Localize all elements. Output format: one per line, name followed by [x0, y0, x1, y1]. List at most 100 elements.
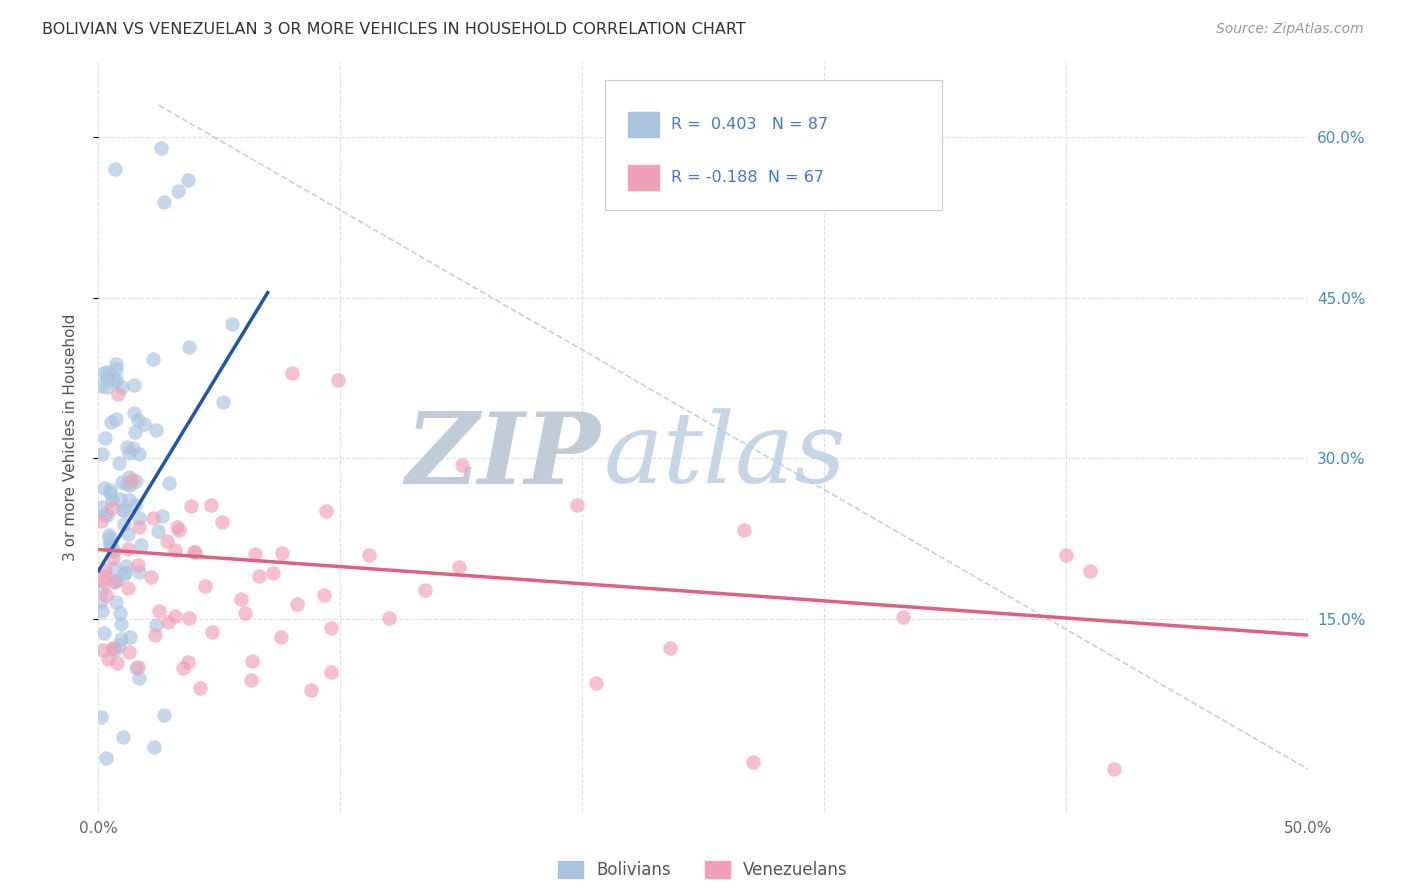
Point — [733, 524, 755, 538]
Point — [118, 470, 141, 484]
Point — [128, 672, 150, 686]
Point — [124, 378, 146, 392]
Point — [98, 531, 121, 545]
Point — [112, 503, 135, 517]
Point — [211, 395, 233, 409]
Point — [100, 541, 122, 556]
Point — [118, 630, 141, 644]
Point — [118, 446, 141, 460]
Point — [146, 524, 169, 538]
Point — [117, 476, 139, 491]
Point — [105, 411, 128, 425]
Point — [128, 520, 150, 534]
Point — [891, 610, 914, 624]
Text: BOLIVIAN VS VENEZUELAN 3 OR MORE VEHICLES IN HOUSEHOLD CORRELATION CHART: BOLIVIAN VS VENEZUELAN 3 OR MORE VEHICLE… — [42, 22, 747, 37]
Point — [166, 520, 188, 534]
Text: R =  0.403   N = 87: R = 0.403 N = 87 — [671, 117, 828, 131]
Point — [122, 441, 145, 455]
Point — [742, 755, 765, 769]
Point — [96, 508, 118, 522]
Point — [112, 566, 135, 581]
Point — [262, 566, 284, 580]
Point — [100, 536, 122, 550]
Point — [183, 545, 205, 559]
Point — [177, 173, 200, 187]
Point — [94, 563, 117, 577]
Text: Source: ZipAtlas.com: Source: ZipAtlas.com — [1216, 22, 1364, 37]
Point — [115, 559, 138, 574]
Point — [415, 582, 437, 597]
Point — [233, 607, 256, 621]
Point — [107, 387, 129, 401]
Point — [97, 652, 120, 666]
Point — [172, 661, 194, 675]
Point — [1102, 762, 1125, 776]
Point — [240, 673, 263, 687]
Point — [127, 413, 149, 427]
Point — [201, 625, 224, 640]
Point — [98, 486, 121, 500]
Point — [359, 548, 381, 562]
Point — [94, 507, 117, 521]
Point — [93, 481, 115, 495]
Point — [285, 597, 308, 611]
Point — [211, 516, 233, 530]
Point — [103, 641, 125, 656]
Point — [167, 184, 190, 198]
Point — [1078, 564, 1101, 578]
Point — [94, 751, 117, 765]
Point — [122, 406, 145, 420]
Point — [103, 374, 125, 388]
Point — [112, 516, 135, 531]
Point — [117, 527, 139, 541]
Point — [101, 642, 124, 657]
Point — [127, 558, 149, 573]
Point — [105, 574, 128, 588]
Point — [94, 568, 117, 582]
Point — [111, 475, 134, 490]
Point — [104, 162, 127, 177]
Point — [150, 141, 173, 155]
Point — [91, 604, 114, 618]
Point — [90, 379, 112, 393]
Point — [326, 374, 349, 388]
Point — [125, 475, 148, 489]
Point — [112, 503, 135, 517]
Point — [91, 643, 114, 657]
Point — [565, 498, 588, 512]
Point — [104, 574, 127, 589]
Point — [152, 194, 174, 209]
Point — [101, 501, 124, 516]
Point — [148, 603, 170, 617]
Point — [245, 547, 267, 561]
Point — [1054, 548, 1077, 562]
Point — [96, 365, 118, 379]
Point — [111, 380, 134, 394]
Point — [128, 510, 150, 524]
Point — [96, 371, 118, 385]
Point — [124, 425, 146, 439]
Point — [100, 536, 122, 550]
Point — [117, 582, 139, 596]
Point — [115, 440, 138, 454]
Point — [143, 740, 166, 755]
Point — [98, 528, 121, 542]
Point — [90, 582, 112, 596]
Point — [110, 616, 132, 631]
Point — [104, 372, 127, 386]
Point — [165, 608, 187, 623]
Point — [125, 661, 148, 675]
Point — [183, 545, 205, 559]
Point — [145, 618, 167, 632]
Point — [321, 665, 343, 680]
Point — [104, 357, 127, 371]
Point — [132, 417, 155, 431]
Point — [90, 500, 112, 514]
Point — [156, 533, 179, 548]
Point — [100, 493, 122, 508]
Point — [93, 366, 115, 380]
Point — [118, 478, 141, 492]
Point — [165, 543, 187, 558]
Point — [104, 362, 127, 376]
Point — [108, 638, 131, 652]
